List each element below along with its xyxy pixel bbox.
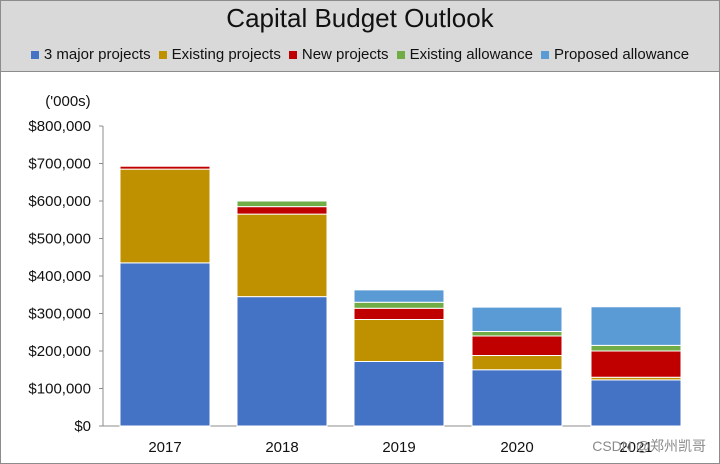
watermark: CSDN @郑州凯哥 bbox=[592, 438, 706, 454]
legend-swatch-1 bbox=[158, 50, 167, 59]
bar-2019-proposed-allowance bbox=[353, 289, 445, 303]
bar-2018-new-projects bbox=[236, 206, 328, 215]
legend-label-2: New projects bbox=[301, 46, 389, 63]
y-tick-label-0: $0 bbox=[74, 418, 91, 435]
bar-2018-existing-projects bbox=[236, 213, 328, 298]
bar-2017-existing-allowance bbox=[119, 164, 211, 167]
y-tick-label-1: $100,000 bbox=[28, 381, 91, 398]
x-tick-label-1: 2018 bbox=[265, 439, 298, 456]
legend-label-0: 3 major projects bbox=[43, 46, 151, 63]
chart-title: Capital Budget Outlook bbox=[226, 3, 494, 33]
bar-2019-existing-projects bbox=[353, 319, 445, 362]
chart-legend: 3 major projects Existing projects New pro… bbox=[1, 46, 719, 63]
legend-label-1: Existing projects bbox=[171, 46, 281, 63]
legend-swatch-3 bbox=[396, 50, 405, 59]
bar-2018-existing-allowance bbox=[236, 200, 328, 208]
legend-item-2: New projects bbox=[288, 46, 389, 63]
y-tick-label-5: $500,000 bbox=[28, 231, 91, 248]
y-unit-label: ('000s) bbox=[45, 93, 90, 110]
bar-2019-existing-allowance bbox=[353, 301, 445, 309]
bar-2019-new-projects bbox=[353, 307, 445, 320]
legend-swatch-4 bbox=[540, 50, 549, 59]
bar-2021-3-major-projects bbox=[590, 379, 682, 427]
x-tick-label-3: 2020 bbox=[500, 439, 533, 456]
bar-2020-proposed-allowance bbox=[471, 306, 563, 332]
bar-2017-3-major-projects bbox=[119, 262, 211, 427]
legend-item-0: 3 major projects bbox=[30, 46, 151, 63]
legend-label-3: Existing allowance bbox=[409, 46, 533, 63]
legend-label-4: Proposed allowance bbox=[553, 46, 690, 63]
y-tick-label-6: $600,000 bbox=[28, 193, 91, 210]
x-tick-label-4: 2021 bbox=[619, 439, 652, 456]
x-tick-label-0: 2017 bbox=[148, 439, 181, 456]
x-tick-label-2: 2019 bbox=[382, 439, 415, 456]
bar-2021-new-projects bbox=[590, 350, 682, 378]
bar-2018-3-major-projects bbox=[236, 296, 328, 427]
legend-item-1: Existing projects bbox=[158, 46, 281, 63]
bar-2020-existing-allowance bbox=[471, 331, 563, 337]
bar-2020-existing-projects bbox=[471, 355, 563, 371]
legend-item-3: Existing allowance bbox=[396, 46, 533, 63]
bar-2020-3-major-projects bbox=[471, 369, 563, 427]
y-tick-label-7: $700,000 bbox=[28, 156, 91, 173]
y-tick-label-4: $400,000 bbox=[28, 268, 91, 285]
bar-2019-3-major-projects bbox=[353, 361, 445, 427]
legend-swatch-0 bbox=[30, 50, 39, 59]
y-tick-label-2: $200,000 bbox=[28, 343, 91, 360]
legend-item-4: Proposed allowance bbox=[540, 46, 690, 63]
bar-2017-existing-projects bbox=[119, 168, 211, 264]
legend-swatch-2 bbox=[288, 50, 297, 59]
bar-2021-proposed-allowance bbox=[590, 306, 682, 346]
bar-2020-new-projects bbox=[471, 335, 563, 356]
y-tick-label-8: $800,000 bbox=[28, 118, 91, 135]
chart-header: Capital Budget Outlook 3 major projects E… bbox=[1, 1, 719, 72]
y-tick-label-3: $300,000 bbox=[28, 306, 91, 323]
bar-2021-existing-allowance bbox=[590, 344, 682, 352]
